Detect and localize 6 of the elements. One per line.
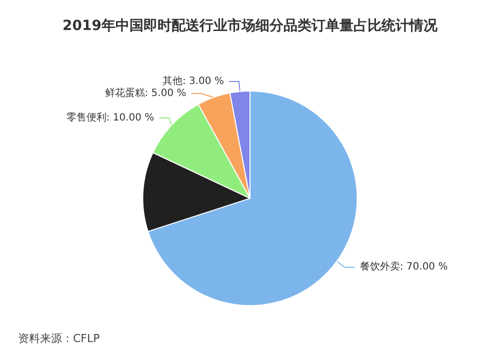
- chart-title: 2019年中国即时配送行业市场细分品类订单量占比统计情况: [62, 17, 438, 34]
- slice-label: 零售便利: 10.00 %: [66, 112, 154, 124]
- text: 资料来源：CFLP: [18, 332, 100, 345]
- slice-label: 餐饮外卖: 70.00 %: [360, 260, 448, 273]
- slice-label: 其他: 3.00 %: [162, 75, 224, 88]
- slice-label: 鲜花蛋糕: 5.00 %: [104, 87, 186, 100]
